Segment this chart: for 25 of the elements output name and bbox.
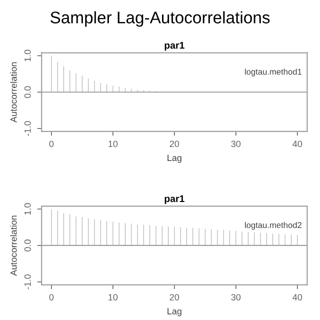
x-tick-label: 30: [231, 294, 241, 300]
y-tick-label: -1.0: [24, 121, 31, 136]
x-tick-label: 0: [49, 294, 54, 300]
x-tick-label: 10: [108, 294, 118, 300]
chart-title: par1: [164, 42, 184, 51]
y-tick-label: 1.0: [24, 50, 31, 62]
y-tick-label: 1.0: [24, 203, 31, 215]
x-tick-label: 40: [292, 294, 302, 300]
x-tick-label: 20: [170, 140, 180, 148]
x-axis-title: Lag: [168, 154, 182, 163]
annotation: logtau.method1: [245, 68, 302, 76]
x-axis-title: Lag: [168, 308, 182, 316]
y-tick-label: 0.0: [24, 240, 31, 252]
y-tick-label: 0.0: [24, 86, 31, 98]
x-tick-label: 0: [49, 140, 54, 148]
x-tick-label: 40: [292, 140, 302, 148]
x-tick-label: 10: [108, 140, 118, 148]
x-tick-label: 20: [170, 294, 180, 300]
y-axis-title: Autocorrelation: [10, 216, 17, 276]
chart-title: par1: [164, 195, 184, 204]
x-tick-label: 30: [231, 140, 241, 148]
y-tick-label: -1.0: [24, 274, 31, 290]
text: Sampler Lag-Autocorrelations: [50, 11, 270, 27]
y-axis-title: Autocorrelation: [10, 62, 17, 122]
annotation: logtau.method2: [245, 222, 302, 230]
